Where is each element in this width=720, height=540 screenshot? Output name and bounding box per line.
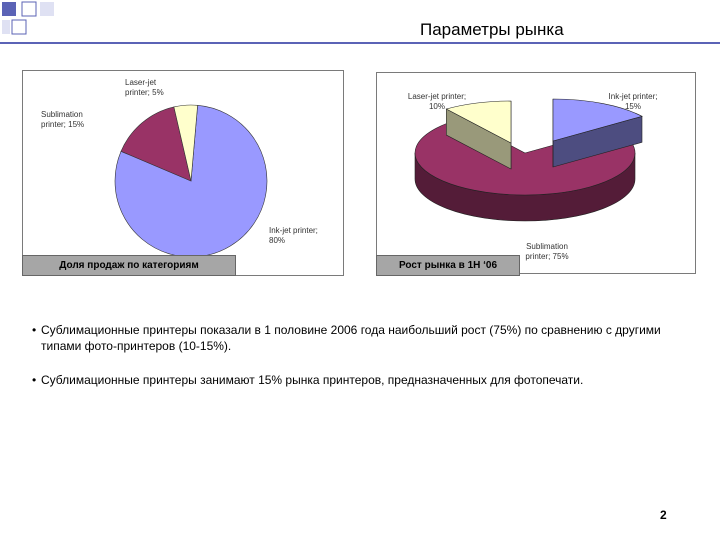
slice-label: Ink-jet printer;: [609, 92, 658, 101]
slice-label: 10%: [429, 102, 445, 111]
corner-squares-decoration: [2, 1, 54, 35]
slice-label: Laser-jet printer;: [408, 92, 466, 101]
bullet-dot: •: [32, 323, 37, 337]
bullet-item: • Сублимационные принтеры занимают 15% р…: [32, 372, 692, 388]
share-chart-caption: Доля продаж по категориям: [22, 255, 236, 276]
bullet-list: • Сублимационные принтеры показали в 1 п…: [32, 322, 692, 406]
bullet-dot: •: [32, 373, 37, 387]
corner-square: [21, 1, 37, 17]
slice-label: printer; 75%: [525, 252, 568, 261]
growth-pie-chart: Sublimation printer; 75% Ink-jet printer; 1…: [376, 72, 696, 274]
slice-label: Sublimation: [41, 110, 83, 119]
growth-chart-caption: Рост рынка в 1H ‘06: [376, 255, 520, 276]
slice-label: 80%: [269, 236, 285, 245]
share-pie-chart: Ink-jet printer; 80% Sublimation printer; 1…: [22, 70, 344, 276]
slice-label: printer; 15%: [41, 120, 84, 129]
corner-square: [2, 20, 10, 34]
pie-slice: [173, 104, 198, 182]
corner-square: [2, 2, 16, 16]
bullet-text: Сублимационные принтеры показали в 1 пол…: [41, 323, 661, 353]
slice-label: printer; 5%: [125, 88, 164, 97]
slice-label: Ink-jet printer;: [269, 226, 318, 235]
bullet-item: • Сублимационные принтеры показали в 1 п…: [32, 322, 692, 354]
title-rule: [0, 42, 720, 44]
slice-label: Sublimation: [526, 242, 568, 251]
slide-title: Параметры рынка: [420, 20, 564, 39]
pie-slice: [552, 98, 643, 142]
corner-square: [40, 2, 54, 16]
pie-slice: [120, 106, 192, 182]
page-number: 2: [660, 508, 667, 522]
bullet-text: Сублимационные принтеры занимают 15% рын…: [41, 373, 584, 387]
corner-square: [11, 19, 27, 35]
pie-slice: [445, 100, 512, 144]
slice-label: 15%: [625, 102, 641, 111]
slice-label: Laser-jet: [125, 78, 157, 87]
